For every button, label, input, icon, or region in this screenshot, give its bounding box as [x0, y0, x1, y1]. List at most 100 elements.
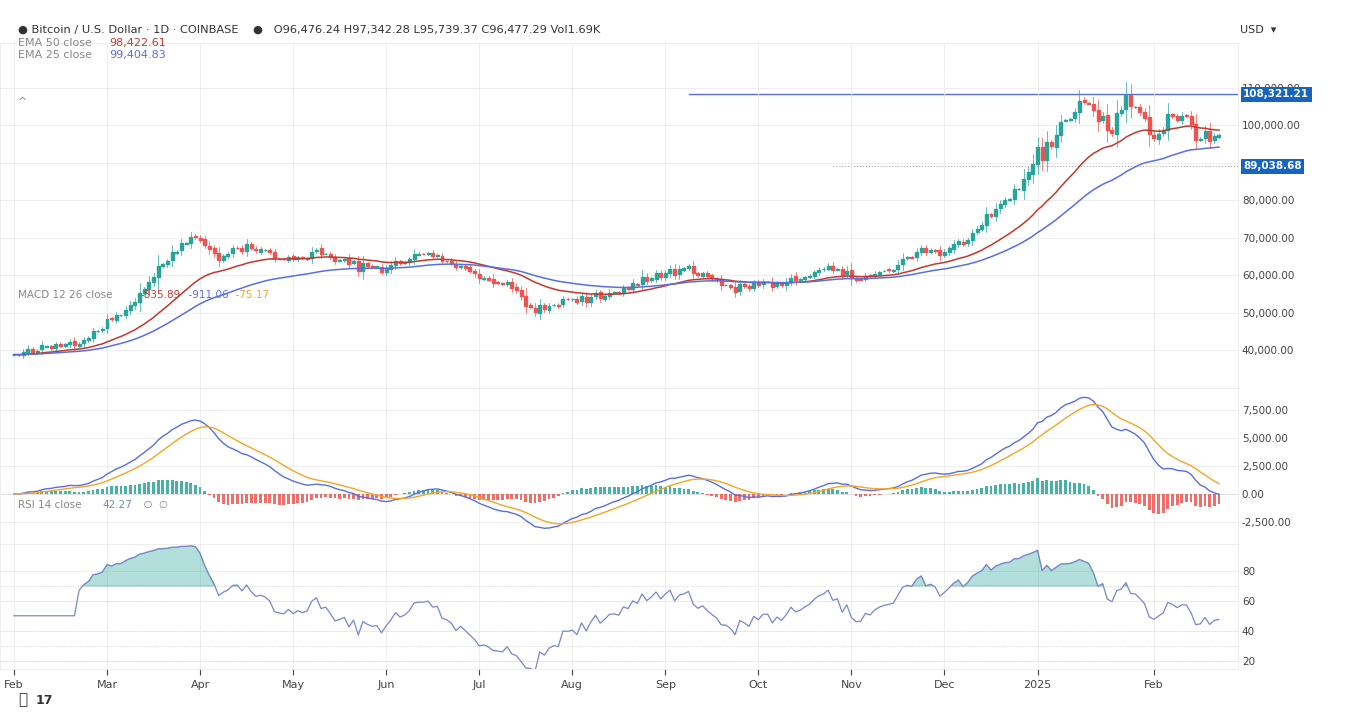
Bar	[803, 277, 806, 279]
Bar	[1027, 173, 1030, 179]
Bar	[171, 480, 173, 494]
Text: -75.17: -75.17	[229, 290, 269, 300]
Bar	[283, 494, 285, 505]
Bar	[277, 494, 280, 505]
Bar	[622, 487, 624, 494]
Bar	[236, 494, 239, 504]
Bar	[641, 485, 643, 494]
Bar	[571, 490, 574, 494]
Bar	[817, 490, 820, 494]
Bar	[329, 494, 332, 498]
Bar	[1087, 486, 1090, 494]
Bar	[1115, 494, 1117, 507]
Bar	[1041, 480, 1044, 494]
Bar	[637, 486, 639, 494]
Bar	[687, 489, 690, 494]
Bar	[803, 492, 806, 494]
Bar	[809, 276, 811, 277]
Bar	[1074, 112, 1076, 118]
Bar	[673, 488, 676, 494]
Bar	[729, 494, 732, 500]
Bar	[785, 282, 788, 286]
Bar	[418, 490, 421, 494]
Bar	[613, 487, 616, 494]
Bar	[333, 257, 336, 261]
Text: MACD 12 26 close: MACD 12 26 close	[18, 290, 119, 300]
Bar	[938, 250, 941, 254]
Bar	[929, 488, 932, 494]
Bar	[678, 488, 680, 494]
Bar	[678, 269, 680, 274]
Bar	[370, 266, 374, 267]
Bar	[790, 278, 792, 281]
Bar	[459, 494, 462, 496]
Bar	[31, 349, 34, 352]
Bar	[385, 268, 388, 272]
Bar	[706, 273, 709, 276]
Bar	[380, 494, 382, 498]
Bar	[148, 282, 150, 289]
Bar	[1203, 132, 1206, 138]
Bar	[227, 494, 229, 505]
Bar	[1157, 134, 1160, 139]
Bar	[64, 344, 67, 346]
Bar	[519, 290, 523, 296]
Bar	[832, 266, 835, 270]
Bar	[413, 254, 415, 259]
Bar	[105, 487, 108, 494]
Bar	[213, 248, 216, 253]
Bar	[743, 284, 746, 286]
Bar	[1138, 107, 1142, 112]
Bar	[542, 305, 546, 309]
Bar	[1209, 494, 1212, 507]
Bar	[134, 302, 137, 305]
Bar	[1091, 104, 1096, 110]
Bar	[161, 480, 164, 494]
Bar	[441, 492, 444, 494]
Bar	[92, 332, 94, 338]
Bar	[221, 494, 225, 504]
Bar	[1031, 164, 1034, 174]
Bar	[1143, 494, 1146, 506]
Bar	[1097, 110, 1100, 121]
Bar	[78, 344, 81, 346]
Bar	[208, 494, 210, 495]
Bar	[836, 490, 839, 494]
Bar	[1004, 483, 1007, 494]
Bar	[59, 491, 61, 494]
Bar	[339, 494, 342, 498]
Bar	[948, 492, 951, 494]
Bar	[231, 494, 234, 504]
Bar	[408, 259, 411, 262]
Bar	[306, 494, 309, 502]
Bar	[1157, 494, 1160, 514]
Bar	[362, 494, 365, 499]
Bar	[701, 274, 703, 276]
Bar	[221, 256, 225, 260]
Bar	[198, 238, 202, 240]
Bar	[292, 494, 295, 504]
Bar	[863, 276, 867, 279]
Bar	[999, 484, 1001, 494]
Bar	[1180, 115, 1183, 120]
Bar	[958, 241, 960, 244]
Bar	[962, 242, 964, 244]
Bar	[1018, 483, 1020, 494]
Bar	[1180, 494, 1183, 503]
Bar	[683, 268, 686, 270]
Bar	[575, 299, 578, 302]
Bar	[515, 287, 518, 289]
Bar	[260, 494, 262, 503]
Bar	[190, 483, 193, 494]
Bar	[310, 252, 313, 258]
Bar	[389, 265, 392, 269]
Bar	[175, 252, 179, 253]
Bar	[1199, 494, 1202, 507]
Bar	[534, 494, 537, 503]
Bar	[227, 253, 229, 256]
Bar	[832, 489, 835, 494]
Bar	[589, 297, 593, 302]
Bar	[989, 214, 993, 216]
Bar	[794, 276, 798, 280]
Bar	[859, 494, 862, 496]
